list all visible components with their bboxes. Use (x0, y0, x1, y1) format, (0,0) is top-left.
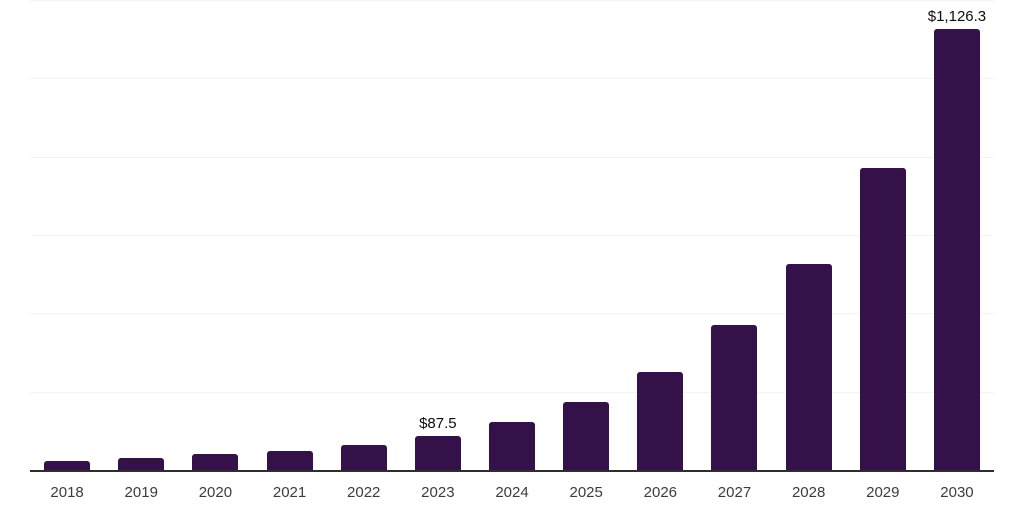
bar-slot-2024 (475, 0, 549, 470)
bar-2027 (711, 325, 758, 470)
bar-slot-2019 (104, 0, 178, 470)
bar-slot-2026 (623, 0, 697, 470)
x-tick-2024: 2024 (495, 484, 529, 501)
bar-slot-2025 (549, 0, 623, 470)
x-axis-tick-labels: 2018 2019 2020 2021 2022 2023 2024 2025 2026 2027… (30, 483, 994, 502)
x-tick-2019: 2019 (124, 484, 158, 501)
bar-2026 (637, 372, 684, 470)
bar-2029 (859, 168, 906, 470)
bar-slot-2029 (846, 0, 920, 470)
bar-2021 (266, 450, 313, 470)
bar-2020 (192, 453, 239, 470)
gridline-800 (30, 157, 994, 158)
gridline-600 (30, 235, 994, 236)
x-tick-2027: 2027 (717, 484, 752, 501)
gridline-1000 (30, 78, 994, 79)
bar-2025 (563, 401, 610, 470)
gridline-400 (30, 313, 994, 314)
bar-2023 (414, 435, 461, 470)
bar-slot-2021 (252, 0, 326, 470)
bar-2018 (44, 460, 91, 470)
bar-2022 (340, 445, 387, 470)
bar-slot-2023: $87.5 (401, 0, 475, 470)
bar-slot-2020 (178, 0, 252, 470)
x-tick-2022: 2022 (347, 484, 381, 501)
bar-slot-2027 (697, 0, 771, 470)
bars-container: $87.5 $1,126.3 (30, 0, 994, 470)
bar-2024 (489, 422, 536, 470)
gridline-1200 (30, 0, 994, 1)
value-label-2030: $1,126.3 (927, 7, 987, 25)
x-tick-2025: 2025 (569, 484, 603, 501)
x-tick-2020: 2020 (198, 484, 233, 501)
bar-2019 (118, 458, 165, 470)
x-tick-2018: 2018 (50, 484, 84, 501)
bar-slot-2030: $1,126.3 (920, 0, 994, 470)
bar-slot-2028 (772, 0, 846, 470)
x-tick-2026: 2026 (643, 484, 678, 501)
x-tick-2028: 2028 (791, 484, 826, 501)
bar-slot-2022 (327, 0, 401, 470)
bar-slot-2018 (30, 0, 104, 470)
bar-2030 (933, 28, 980, 470)
gridline-200 (30, 392, 994, 393)
plot-area: $87.5 $1,126.3 (30, 0, 994, 470)
x-tick-2023: 2023 (421, 484, 455, 501)
x-tick-2030: 2030 (940, 484, 974, 501)
x-axis-line (30, 470, 994, 472)
x-tick-2021: 2021 (272, 484, 307, 501)
x-tick-2029: 2029 (866, 484, 900, 501)
bar-2028 (785, 263, 832, 470)
value-label-2023: $87.5 (419, 414, 457, 432)
